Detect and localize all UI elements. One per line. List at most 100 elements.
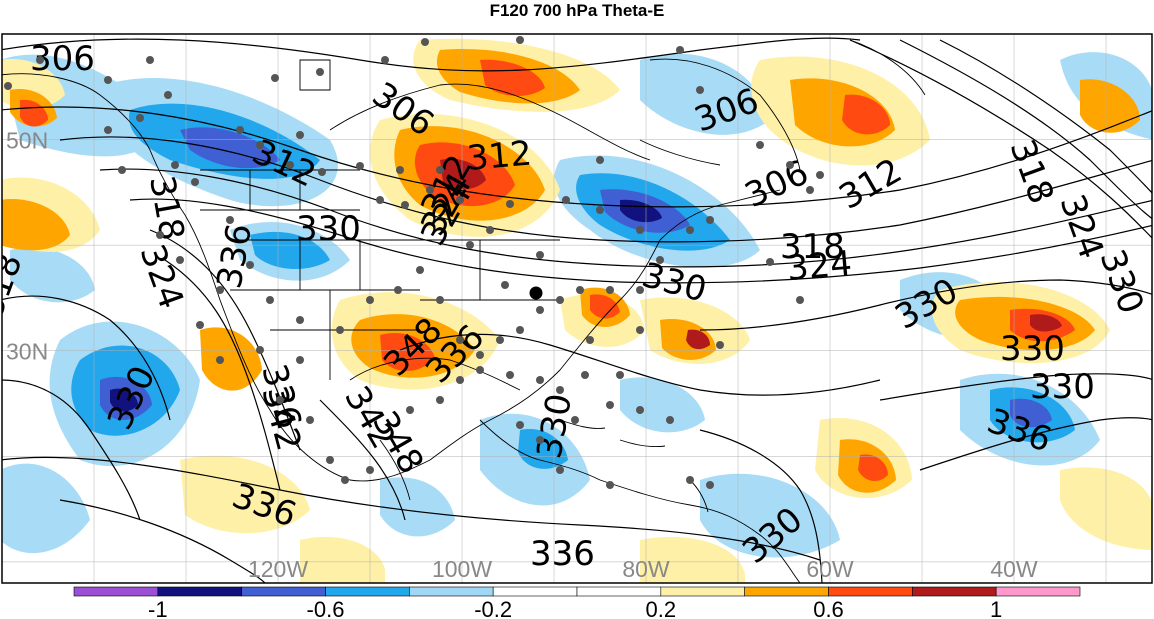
station-dot [516, 421, 524, 429]
station-dot [606, 286, 614, 294]
station-dot [216, 286, 224, 294]
colorbar: -1 -0.6 -0.2 0.2 0.6 1 [73, 586, 1081, 619]
station-dot [118, 166, 126, 174]
contour-label: 312 [465, 133, 533, 179]
colorbar-bin [660, 586, 745, 597]
colorbar-bin [744, 586, 829, 597]
station-dot [394, 286, 402, 294]
station-dot [341, 476, 349, 484]
station-dot [606, 401, 614, 409]
station-dot [216, 356, 224, 364]
station-dot [716, 341, 724, 349]
station-dot [366, 466, 374, 474]
station-dot [396, 166, 404, 174]
station-dot [796, 296, 804, 304]
map-frame [1, 33, 1153, 584]
longitude-label: 100W [432, 556, 492, 582]
latitude-label: 50N [6, 128, 48, 154]
station-dot [326, 456, 334, 464]
station-dot [196, 321, 204, 329]
station-dot [806, 186, 814, 194]
land-outlines [2, 39, 926, 583]
colorbar-bin [73, 586, 159, 597]
station-dot [536, 436, 544, 444]
station-dot [256, 141, 264, 149]
colorbar-bin [241, 586, 326, 597]
station-dot [421, 38, 429, 46]
station-dot [536, 306, 544, 314]
station-dot [406, 406, 414, 414]
station-dot [516, 326, 524, 334]
station-dot [581, 371, 589, 379]
latitude-label: 30N [6, 339, 48, 365]
station-dot [536, 251, 544, 259]
colorbar-bin [576, 586, 662, 597]
contour-label: 330 [296, 209, 361, 249]
colorbar-tick-label: 0.2 [646, 597, 677, 619]
station-dot [766, 258, 774, 266]
station-dot [786, 161, 794, 169]
station-dot [176, 256, 184, 264]
station-dot [496, 26, 504, 34]
station-dot [516, 36, 524, 44]
longitude-label: 40W [990, 556, 1038, 582]
station-dot [536, 376, 544, 384]
contour-label: 336 [530, 534, 595, 574]
station-dot [381, 56, 389, 64]
colorbar-bin [995, 586, 1081, 597]
station-dot [486, 226, 494, 234]
station-dot [296, 356, 304, 364]
station-dot [562, 196, 570, 204]
station-dot [401, 201, 409, 209]
colorbar-tick-label: -0.6 [307, 597, 345, 619]
station-dot [306, 416, 314, 424]
theta-e-change-shading [2, 38, 1152, 583]
observation-stations [4, 26, 824, 489]
station-dot [556, 466, 564, 474]
latitude-labels: 50N 30N [6, 128, 48, 365]
station-dot [436, 296, 444, 304]
station-dot [616, 371, 624, 379]
station-dot [171, 161, 179, 169]
station-dot [436, 166, 444, 174]
station-dot [236, 126, 244, 134]
station-dot [376, 196, 384, 204]
contour-label: 324 [785, 243, 853, 289]
station-dot [164, 91, 172, 99]
station-dot [36, 56, 44, 64]
station-dot [636, 226, 644, 234]
station-dot [501, 281, 509, 289]
station-dot [496, 336, 504, 344]
station-dot [266, 296, 274, 304]
station-dot [656, 256, 664, 264]
colorbar-bin [157, 586, 242, 597]
colorbar-bin [325, 586, 410, 597]
longitude-label: 80W [622, 556, 670, 582]
colorbar-tick-label: 1 [990, 597, 1002, 619]
colorbar-bin [912, 586, 997, 597]
station-dot [636, 286, 644, 294]
station-dot [636, 326, 644, 334]
contour-label: 330 [1000, 329, 1065, 369]
station-dot [596, 156, 604, 164]
station-dot [104, 126, 112, 134]
station-dot [426, 186, 434, 194]
station-dot [4, 82, 12, 90]
station-dot [256, 346, 264, 354]
station-dot [476, 351, 484, 359]
station-dot [276, 396, 284, 404]
highlight-station [529, 286, 543, 300]
station-dot [666, 416, 674, 424]
station-dot [466, 241, 474, 249]
colorbar-bin [828, 586, 913, 597]
station-dot [246, 261, 254, 269]
station-dot [686, 226, 694, 234]
colorbar-tick-label: -0.2 [474, 597, 512, 619]
station-dot [456, 196, 464, 204]
station-dot [226, 216, 234, 224]
station-dot [296, 316, 304, 324]
graticule [2, 34, 1152, 583]
station-dot [286, 161, 294, 169]
map-title: F120 700 hPa Theta-E [489, 1, 665, 20]
